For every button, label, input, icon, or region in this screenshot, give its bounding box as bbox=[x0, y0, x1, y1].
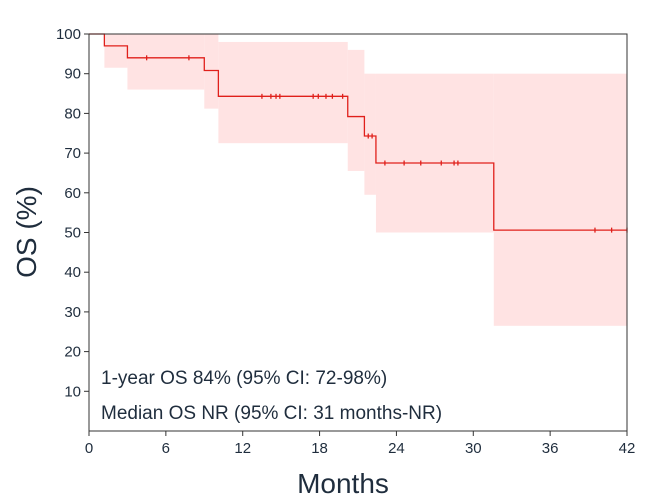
confidence-band-layer bbox=[104, 34, 627, 326]
x-axis-ticks: 0 6 12 18 24 30 36 42 bbox=[85, 431, 636, 457]
y-tick-label: 10 bbox=[64, 383, 81, 400]
confidence-band-segment bbox=[347, 49, 365, 171]
y-tick-label: 90 bbox=[64, 66, 81, 83]
x-tick-label: 36 bbox=[542, 440, 559, 457]
y-tick-label: 70 bbox=[64, 145, 81, 162]
y-tick-label: 80 bbox=[64, 105, 81, 122]
x-tick-label: 18 bbox=[311, 440, 328, 457]
x-tick-label: 0 bbox=[85, 440, 93, 457]
annotation-one-year-os: 1-year OS 84% (95% CI: 72-98%) bbox=[101, 368, 387, 389]
y-axis-ticks: 10 20 30 40 50 60 70 80 90 100 bbox=[56, 26, 89, 400]
y-axis-title: OS (%) bbox=[11, 186, 42, 278]
y-tick-label: 30 bbox=[64, 304, 81, 321]
confidence-band-segment bbox=[364, 73, 376, 195]
x-tick-label: 42 bbox=[619, 440, 636, 457]
confidence-band-segment bbox=[127, 34, 205, 90]
confidence-band-segment bbox=[375, 73, 494, 233]
confidence-band-segment bbox=[104, 34, 128, 68]
x-axis-title: Months bbox=[297, 468, 389, 499]
survival-line bbox=[89, 33, 627, 231]
y-tick-label: 100 bbox=[56, 26, 81, 43]
y-tick-label: 40 bbox=[64, 264, 81, 281]
confidence-band-segment bbox=[218, 41, 348, 144]
x-tick-label: 24 bbox=[388, 440, 405, 457]
confidence-band-segment bbox=[493, 73, 627, 326]
y-tick-label: 60 bbox=[64, 185, 81, 202]
x-tick-label: 6 bbox=[162, 440, 170, 457]
y-tick-label: 20 bbox=[64, 344, 81, 361]
x-tick-label: 30 bbox=[465, 440, 482, 457]
annotation-median-os: Median OS NR (95% CI: 31 months-NR) bbox=[101, 403, 442, 424]
confidence-band-segment bbox=[204, 34, 219, 109]
y-tick-label: 50 bbox=[64, 225, 81, 242]
survival-line-layer bbox=[89, 33, 627, 231]
x-tick-label: 12 bbox=[234, 440, 251, 457]
